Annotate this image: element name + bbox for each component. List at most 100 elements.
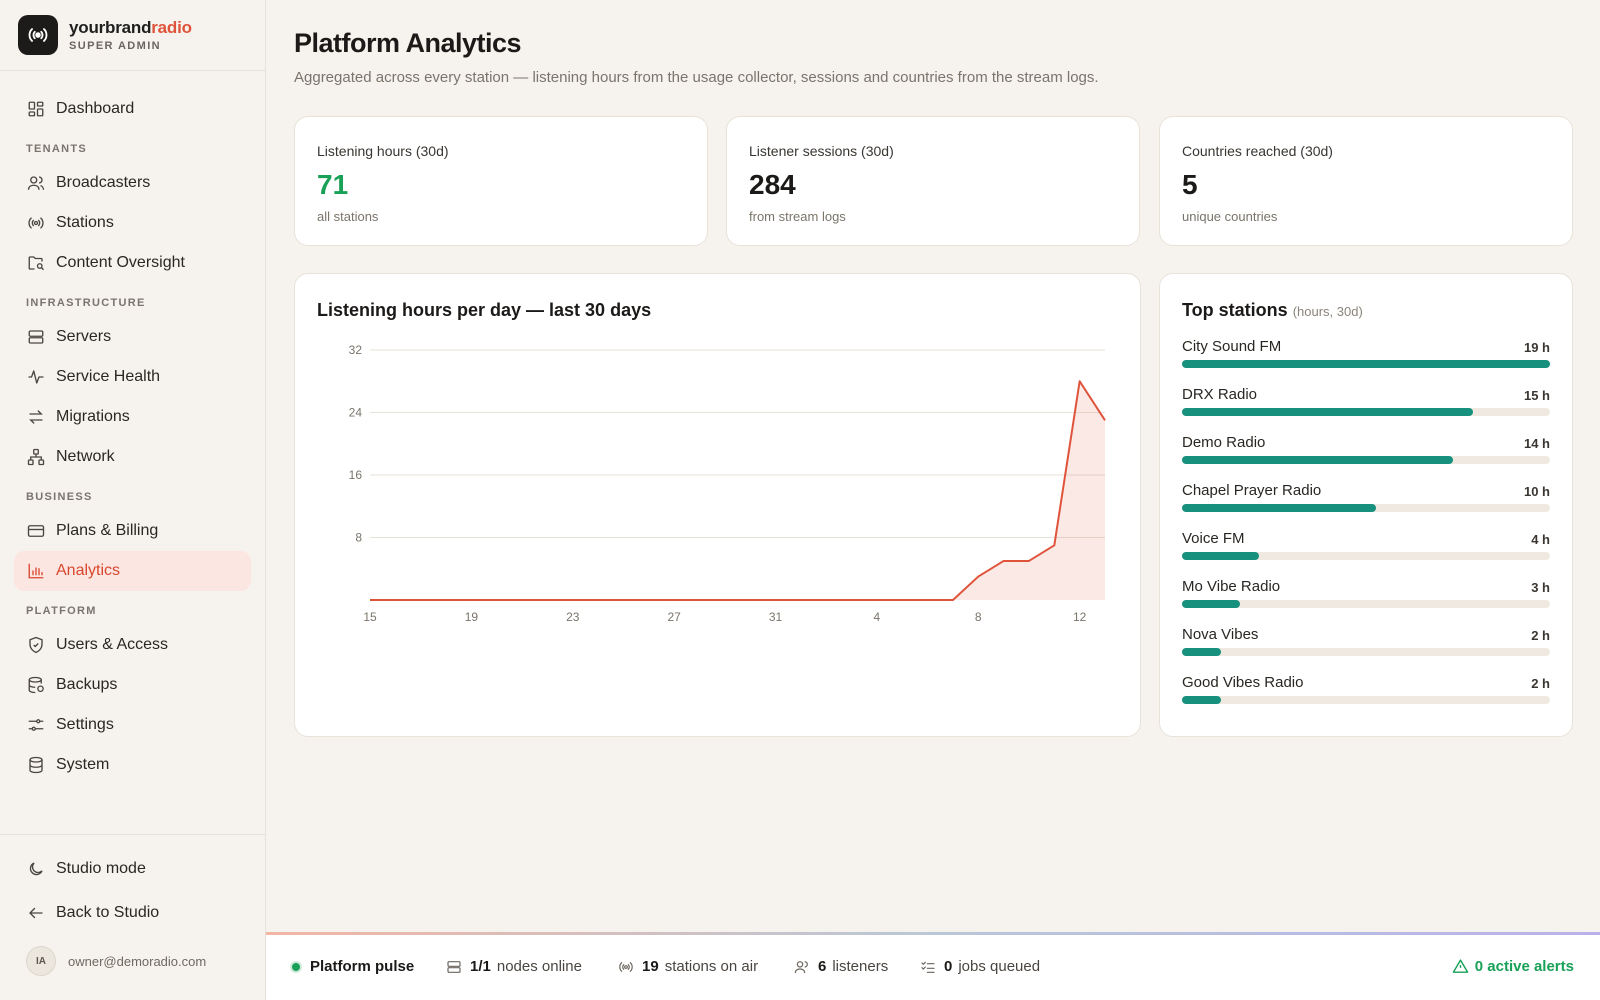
station-hours: 15 h bbox=[1523, 388, 1550, 403]
station-row[interactable]: City Sound FM 19 h bbox=[1182, 338, 1550, 378]
sidebar-item-plans-billing[interactable]: Plans & Billing bbox=[14, 511, 251, 551]
sidebar-item-settings[interactable]: Settings bbox=[14, 705, 251, 745]
sidebar-item-network[interactable]: Network bbox=[14, 437, 251, 477]
sidebar-item-backups[interactable]: Backups bbox=[14, 665, 251, 705]
jobs-queued-label: jobs queued bbox=[958, 958, 1041, 975]
sidebar-item-users-access[interactable]: Users & Access bbox=[14, 625, 251, 665]
station-hours: 2 h bbox=[1531, 676, 1550, 691]
user-account[interactable]: IA owner@demoradio.com bbox=[14, 941, 251, 981]
sidebar-item-label: Network bbox=[56, 448, 115, 465]
sidebar-item-dashboard[interactable]: Dashboard bbox=[14, 89, 251, 129]
activity-icon bbox=[26, 367, 46, 387]
stat-card-listening-hours: Listening hours (30d) 71 all stations bbox=[294, 116, 708, 246]
active-alerts-link[interactable]: 0 active alerts bbox=[1452, 958, 1574, 975]
sidebar-item-label: Analytics bbox=[56, 562, 121, 579]
station-row[interactable]: Nova Vibes 2 h bbox=[1182, 626, 1550, 666]
listeners-status[interactable]: 6 listeners bbox=[794, 958, 888, 975]
station-bar-track bbox=[1182, 552, 1550, 560]
sidebar-item-label: Stations bbox=[56, 214, 114, 231]
x-tick-label: 15 bbox=[363, 610, 377, 624]
station-hours: 3 h bbox=[1531, 580, 1550, 595]
studio-mode-toggle[interactable]: Studio mode bbox=[14, 849, 251, 889]
sidebar-item-label: Content Oversight bbox=[56, 254, 185, 271]
platform-pulse[interactable]: Platform pulse bbox=[290, 958, 420, 975]
sidebar-item-label: System bbox=[56, 756, 110, 773]
sidebar-footer: Studio mode Back to Studio IA owner@demo… bbox=[0, 834, 265, 981]
sidebar-item-servers[interactable]: Servers bbox=[14, 317, 251, 357]
back-to-studio-label: Back to Studio bbox=[56, 904, 160, 921]
y-tick-label: 16 bbox=[349, 468, 363, 482]
station-hours: 4 h bbox=[1531, 532, 1550, 547]
nodes-online-label: nodes online bbox=[496, 958, 582, 975]
sidebar-item-content-oversight[interactable]: Content Oversight bbox=[14, 243, 251, 283]
station-name: Mo Vibe Radio bbox=[1182, 578, 1281, 595]
network-icon bbox=[26, 447, 46, 467]
folder-search-icon bbox=[26, 253, 46, 273]
station-row[interactable]: Mo Vibe Radio 3 h bbox=[1182, 578, 1550, 618]
warning-triangle-icon bbox=[1452, 958, 1469, 975]
page-title: Platform Analytics bbox=[294, 28, 522, 58]
station-row[interactable]: DRX Radio 15 h bbox=[1182, 386, 1550, 426]
brand-name: yourbrandradio bbox=[69, 18, 192, 37]
y-tick-label: 8 bbox=[355, 531, 362, 545]
stations-on-air-value: 19 bbox=[642, 958, 659, 975]
server-icon bbox=[26, 327, 46, 347]
active-alerts-label: 0 active alerts bbox=[1474, 958, 1574, 975]
sidebar-item-service-health[interactable]: Service Health bbox=[14, 357, 251, 397]
x-tick-label: 27 bbox=[667, 610, 681, 624]
studio-mode-label: Studio mode bbox=[56, 860, 146, 877]
server-icon bbox=[446, 959, 462, 975]
stations-on-air-status[interactable]: 19 stations on air bbox=[618, 958, 758, 975]
station-bar-fill bbox=[1182, 696, 1221, 704]
pulse-dot-icon bbox=[290, 960, 302, 973]
database-icon bbox=[26, 755, 46, 775]
broadcast-icon bbox=[26, 213, 46, 233]
station-name: City Sound FM bbox=[1182, 338, 1282, 355]
station-bar-fill bbox=[1182, 600, 1241, 608]
stat-label: Countries reached (30d) bbox=[1182, 143, 1333, 159]
listeners-label: listeners bbox=[832, 958, 889, 975]
sidebar-item-analytics[interactable]: Analytics bbox=[14, 551, 251, 591]
database-backup-icon bbox=[26, 675, 46, 695]
station-row[interactable]: Good Vibes Radio 2 h bbox=[1182, 674, 1550, 714]
sidebar-item-label: Dashboard bbox=[56, 100, 135, 117]
y-tick-label: 24 bbox=[349, 406, 363, 420]
x-tick-label: 12 bbox=[1073, 610, 1087, 624]
jobs-queued-status[interactable]: 0 jobs queued bbox=[920, 958, 1040, 975]
users-icon bbox=[794, 959, 810, 975]
station-name: Good Vibes Radio bbox=[1182, 674, 1304, 691]
sidebar-item-stations[interactable]: Stations bbox=[14, 203, 251, 243]
station-bar-fill bbox=[1182, 648, 1221, 656]
stat-note: all stations bbox=[317, 209, 379, 224]
sidebar-item-label: Migrations bbox=[56, 408, 130, 425]
stat-value: 5 bbox=[1182, 169, 1198, 200]
sidebar-item-label: Broadcasters bbox=[56, 174, 151, 191]
brand-header[interactable]: yourbrandradio SUPER ADMIN bbox=[0, 0, 265, 71]
grid-icon bbox=[26, 99, 46, 119]
jobs-queued-value: 0 bbox=[944, 958, 953, 975]
sidebar-item-system[interactable]: System bbox=[14, 745, 251, 785]
station-hours: 10 h bbox=[1523, 484, 1550, 499]
station-row[interactable]: Chapel Prayer Radio 10 h bbox=[1182, 482, 1550, 522]
station-bar-track bbox=[1182, 360, 1550, 368]
chart-area bbox=[370, 381, 1105, 600]
station-row[interactable]: Demo Radio 14 h bbox=[1182, 434, 1550, 474]
station-bar-track bbox=[1182, 600, 1550, 608]
station-bar-fill bbox=[1182, 408, 1473, 416]
station-bar-fill bbox=[1182, 360, 1550, 368]
station-name: Voice FM bbox=[1182, 530, 1245, 547]
sidebar-item-migrations[interactable]: Migrations bbox=[14, 397, 251, 437]
station-bar-fill bbox=[1182, 552, 1260, 560]
station-hours: 14 h bbox=[1523, 436, 1550, 451]
listening-hours-chart: 8 16 24 32 15 19 23 27 31 4 8 12 bbox=[349, 343, 1106, 624]
station-bar-track bbox=[1182, 648, 1550, 656]
station-bar-fill bbox=[1182, 504, 1376, 512]
station-row[interactable]: Voice FM 4 h bbox=[1182, 530, 1550, 570]
stat-value: 71 bbox=[317, 169, 349, 200]
nodes-online-status[interactable]: 1/1 nodes online bbox=[446, 958, 582, 975]
sidebar-item-broadcasters[interactable]: Broadcasters bbox=[14, 163, 251, 203]
users-icon bbox=[26, 173, 46, 193]
top-stations-title: Top stations (hours, 30d) bbox=[1182, 300, 1363, 320]
back-to-studio-link[interactable]: Back to Studio bbox=[14, 893, 251, 933]
station-hours: 2 h bbox=[1531, 628, 1550, 643]
